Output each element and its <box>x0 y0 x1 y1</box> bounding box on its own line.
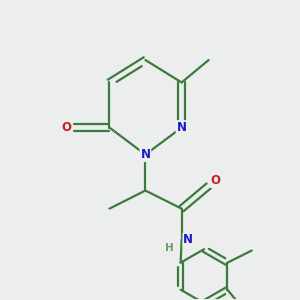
Text: H: H <box>165 243 174 253</box>
Text: N: N <box>140 148 150 161</box>
Text: N: N <box>183 233 194 247</box>
Text: N: N <box>177 121 187 134</box>
Text: O: O <box>62 121 72 134</box>
Text: O: O <box>210 174 220 187</box>
